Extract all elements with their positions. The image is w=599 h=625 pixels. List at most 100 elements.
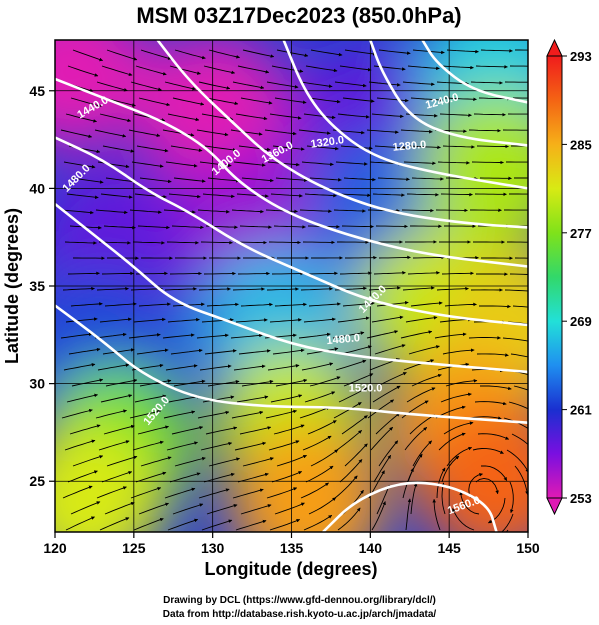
streamline [300, 482, 329, 499]
streamline [242, 49, 275, 58]
height-contour [55, 136, 528, 327]
streamline [334, 475, 358, 499]
streamline [337, 507, 361, 531]
streamline [434, 332, 467, 339]
streamline [475, 477, 499, 495]
streamline [167, 518, 199, 531]
streamline [439, 113, 472, 118]
streamline [441, 65, 474, 70]
streamline [100, 193, 133, 199]
streamline [410, 97, 443, 102]
streamline [301, 161, 334, 167]
streamline [339, 65, 372, 72]
streamline [479, 304, 511, 309]
streamline [232, 488, 264, 499]
streamline [403, 161, 436, 166]
streamline [303, 113, 336, 120]
streamline [135, 471, 167, 483]
streamline [509, 273, 528, 275]
streamline [271, 471, 303, 483]
streamline [335, 161, 368, 166]
streamline [170, 145, 203, 153]
height-contours [55, 40, 528, 532]
streamline [136, 348, 169, 355]
streamline [232, 81, 265, 90]
streamline [504, 289, 528, 292]
streamline [508, 401, 528, 410]
streamline [437, 161, 470, 165]
streamline [131, 161, 164, 168]
streamline [205, 426, 238, 435]
streamline [269, 318, 302, 323]
streamline [99, 517, 130, 531]
streamline [373, 455, 392, 483]
colorbar-bottom-arrow [546, 497, 563, 516]
y-axis-ticks: 25 30 35 40 45 [29, 83, 55, 489]
streamline [459, 491, 480, 515]
streamline [172, 503, 204, 515]
streamline [271, 271, 304, 276]
streamline [166, 441, 198, 451]
x-tick-label: 135 [280, 540, 304, 556]
streamline [378, 440, 399, 467]
streamline [69, 424, 101, 435]
streamline [310, 449, 339, 467]
x-axis-ticks: 120 125 130 135 140 145 150 [43, 532, 540, 556]
streamline [480, 465, 508, 481]
colorbar-tick-label: 293 [570, 49, 592, 64]
streamline [230, 129, 263, 136]
streamline [68, 347, 101, 355]
streamline [106, 49, 138, 61]
streamline [342, 97, 375, 103]
streamline [130, 81, 162, 91]
temperature-sample [418, 403, 528, 532]
streamline [406, 387, 436, 403]
streamline [412, 440, 433, 467]
streamline [405, 498, 412, 531]
streamline [231, 209, 264, 214]
streamline [513, 385, 528, 391]
streamline [105, 378, 138, 387]
streamline [203, 65, 236, 75]
streamline [406, 192, 439, 197]
streamline [70, 501, 101, 515]
streamline [71, 177, 104, 184]
streamline [199, 161, 232, 168]
streamline [412, 255, 445, 260]
streamline [241, 379, 274, 387]
streamline [95, 209, 128, 215]
streamline [162, 333, 195, 339]
streamline [468, 128, 501, 133]
streamline [476, 144, 509, 149]
streamline [240, 504, 272, 515]
streamline [95, 409, 127, 419]
streamline [265, 409, 297, 419]
streamline [344, 49, 377, 56]
streamline [506, 449, 528, 473]
streamline [128, 333, 161, 339]
y-tick-label: 25 [29, 473, 45, 489]
colorbar-body [546, 55, 563, 499]
streamline [270, 193, 303, 198]
streamline [480, 49, 513, 53]
streamline [173, 177, 206, 183]
streamline [232, 287, 265, 291]
streamline [469, 416, 502, 420]
streamline [268, 240, 301, 245]
streamline [407, 271, 440, 275]
colorbar-tick-label: 253 [570, 491, 592, 506]
streamline [404, 427, 428, 451]
streamline [305, 65, 338, 73]
streamline [368, 286, 401, 291]
streamline [405, 315, 438, 323]
streamline [62, 286, 95, 291]
streamline [403, 359, 435, 371]
streamline [207, 177, 240, 183]
streamline [269, 519, 301, 531]
colorbar-ticks: 293 285 277 269 261 253 [562, 49, 592, 506]
height-contour [55, 202, 528, 374]
streamline [238, 145, 271, 152]
streamline [66, 393, 98, 403]
streamline [208, 457, 240, 467]
